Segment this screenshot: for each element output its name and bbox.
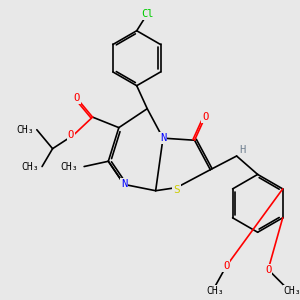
Text: O: O (265, 265, 271, 275)
Text: S: S (173, 185, 180, 196)
Text: CH₃: CH₃ (207, 286, 224, 296)
Text: CH₃: CH₃ (61, 161, 78, 172)
Text: CH₃: CH₃ (22, 161, 39, 172)
Text: O: O (68, 130, 74, 140)
Text: CH₃: CH₃ (16, 125, 34, 135)
Text: H: H (239, 145, 245, 155)
Text: CH₃: CH₃ (284, 286, 300, 296)
Text: Cl: Cl (141, 9, 154, 19)
Text: N: N (160, 133, 166, 143)
Text: N: N (121, 179, 127, 189)
Text: O: O (223, 261, 229, 272)
Text: O: O (202, 112, 208, 122)
Text: O: O (74, 93, 80, 103)
